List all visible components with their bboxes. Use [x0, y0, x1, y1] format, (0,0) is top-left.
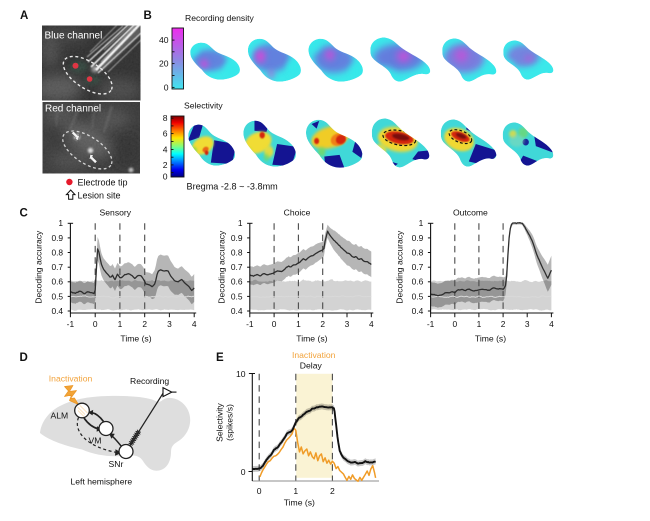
svg-text:1: 1: [58, 218, 63, 228]
svg-text:Left hemisphere: Left hemisphere: [71, 477, 133, 487]
svg-text:Outcome: Outcome: [453, 207, 488, 217]
svg-text:0.9: 0.9: [412, 233, 424, 243]
svg-text:1: 1: [477, 319, 482, 329]
svg-text:2: 2: [320, 319, 325, 329]
svg-text:0.6: 0.6: [231, 277, 243, 287]
svg-text:2: 2: [501, 319, 506, 329]
svg-text:0.5: 0.5: [51, 291, 63, 301]
svg-text:(spikes/s): (spikes/s): [225, 404, 235, 441]
svg-text:0: 0: [257, 486, 262, 496]
svg-text:Electrode tip: Electrode tip: [78, 178, 128, 188]
svg-text:0.7: 0.7: [51, 262, 63, 272]
svg-text:Decoding accuracy: Decoding accuracy: [34, 230, 44, 304]
svg-text:Decoding accuracy: Decoding accuracy: [217, 230, 227, 304]
svg-text:A: A: [20, 10, 28, 22]
svg-text:Red channel: Red channel: [45, 104, 101, 115]
svg-text:Selectivity: Selectivity: [184, 101, 223, 111]
svg-text:6: 6: [163, 129, 168, 139]
svg-text:2: 2: [142, 319, 147, 329]
svg-text:1: 1: [296, 319, 301, 329]
svg-text:0: 0: [164, 82, 169, 92]
svg-text:4: 4: [549, 319, 554, 329]
svg-text:0.9: 0.9: [231, 233, 243, 243]
svg-text:C: C: [20, 208, 28, 220]
svg-text:D: D: [20, 352, 28, 364]
svg-text:-1: -1: [67, 319, 75, 329]
svg-text:SNr: SNr: [109, 459, 124, 469]
svg-text:2: 2: [330, 486, 335, 496]
svg-text:0.4: 0.4: [231, 306, 243, 316]
svg-text:40: 40: [159, 35, 169, 45]
svg-text:0: 0: [93, 319, 98, 329]
svg-text:0.6: 0.6: [51, 277, 63, 287]
svg-text:3: 3: [345, 319, 350, 329]
svg-text:0: 0: [241, 467, 246, 477]
svg-text:4: 4: [163, 145, 168, 155]
svg-text:B: B: [144, 10, 152, 22]
svg-text:Time (s): Time (s): [475, 334, 506, 344]
svg-text:3: 3: [525, 319, 530, 329]
svg-text:0.8: 0.8: [231, 247, 243, 257]
svg-text:10: 10: [236, 369, 246, 379]
svg-text:0.4: 0.4: [51, 306, 63, 316]
svg-text:Blue channel: Blue channel: [45, 31, 103, 42]
svg-text:E: E: [216, 352, 224, 364]
svg-text:3: 3: [167, 319, 172, 329]
svg-text:0.7: 0.7: [231, 262, 243, 272]
svg-text:0.8: 0.8: [412, 247, 424, 257]
svg-text:1: 1: [118, 319, 123, 329]
svg-text:0: 0: [163, 172, 168, 182]
svg-text:-1: -1: [427, 319, 435, 329]
svg-text:0: 0: [272, 319, 277, 329]
svg-text:Choice: Choice: [284, 207, 311, 217]
svg-text:20: 20: [159, 59, 169, 69]
svg-text:0.8: 0.8: [51, 247, 63, 257]
svg-text:Time (s): Time (s): [284, 498, 315, 508]
svg-text:4: 4: [192, 319, 197, 329]
svg-text:0.5: 0.5: [412, 291, 424, 301]
svg-text:0.7: 0.7: [412, 262, 424, 272]
svg-text:1: 1: [419, 218, 424, 228]
svg-text:0: 0: [452, 319, 457, 329]
svg-text:VM: VM: [89, 436, 102, 446]
svg-text:Bregma -2.8 ~ -3.8mm: Bregma -2.8 ~ -3.8mm: [187, 182, 278, 192]
svg-text:0.4: 0.4: [412, 306, 424, 316]
svg-text:0.9: 0.9: [51, 233, 63, 243]
svg-text:2: 2: [163, 160, 168, 170]
svg-text:0.6: 0.6: [412, 277, 424, 287]
svg-text:Time (s): Time (s): [296, 334, 327, 344]
svg-text:ALM: ALM: [51, 411, 69, 421]
svg-text:Sensory: Sensory: [100, 207, 132, 217]
svg-text:1: 1: [293, 486, 298, 496]
svg-text:Lesion site: Lesion site: [78, 191, 121, 201]
svg-text:Inactivation: Inactivation: [49, 374, 93, 384]
svg-text:-1: -1: [246, 319, 254, 329]
svg-text:4: 4: [369, 319, 374, 329]
svg-text:Delay: Delay: [300, 361, 323, 371]
svg-text:1: 1: [238, 218, 243, 228]
svg-text:0.5: 0.5: [231, 291, 243, 301]
svg-text:Time (s): Time (s): [120, 334, 151, 344]
svg-text:Selectivity: Selectivity: [215, 402, 225, 441]
svg-text:Recording density: Recording density: [185, 13, 254, 23]
svg-text:Recording: Recording: [130, 376, 169, 386]
svg-text:8: 8: [163, 113, 168, 123]
svg-text:Inactivation: Inactivation: [292, 350, 336, 360]
svg-text:Decoding accuracy: Decoding accuracy: [395, 230, 405, 304]
